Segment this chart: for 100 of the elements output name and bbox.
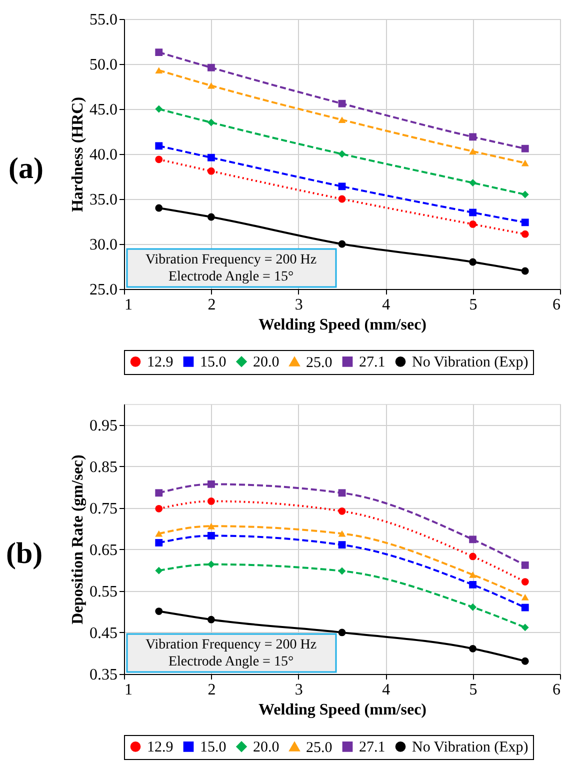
y-tick-label: 30.0 [90,236,118,254]
point [207,82,215,89]
legend-label: 27.1 [359,740,386,756]
point [469,552,477,560]
point [207,522,215,530]
point [207,118,215,126]
y-tick-label: 0.85 [90,458,118,476]
point [155,566,163,574]
point [338,150,346,158]
point [521,657,529,665]
legend-label: 12.9 [147,354,174,371]
text: (b) [6,537,43,570]
annotation: Electrode Angle = 15° [168,654,294,670]
y-tick-label: 0.55 [90,583,118,600]
point [521,578,529,586]
point [338,182,346,190]
x-tick-label: 5 [469,682,478,698]
y-axis-title: Deposition Rate (gm/sec) [70,454,86,624]
point [338,507,346,515]
legend-label: 20.0 [253,354,280,371]
point [155,504,163,512]
y-tick-label: 50.0 [90,56,118,74]
point [469,258,477,266]
point [207,480,215,488]
point [155,608,163,615]
point [155,530,163,537]
point [469,644,477,652]
x-tick-label: 5 [469,296,478,314]
legend-label: 27.1 [359,354,386,371]
point [338,567,346,575]
annotation: Vibration Frequency = 200 Hz [145,252,317,268]
point [521,561,529,569]
point [207,154,215,162]
point [155,156,163,164]
legend-label: 15.0 [200,740,226,756]
point [338,195,346,203]
y-axis-title: Hardness (HRC) [70,96,86,212]
point [338,100,346,108]
point [155,67,163,74]
x-axis-title: Welding Speed (mm/sec) [258,316,426,334]
point [155,105,163,113]
x-tick-label: 4 [382,682,390,698]
x-tick-label: 2 [208,682,216,698]
legend-label: 20.0 [253,740,280,756]
y-tick-label: 35.0 [90,192,118,208]
point [469,572,477,578]
point [207,167,215,175]
point [469,148,477,155]
point [207,560,215,568]
point [521,160,529,166]
point [469,208,477,216]
point [521,218,529,226]
legend-label: 25.0 [306,740,332,756]
y-tick-label: 55.0 [90,12,118,28]
y-tick-label: 0.75 [90,500,118,518]
point [521,230,529,238]
point [469,603,477,611]
annotation: Vibration Frequency = 200 Hz [145,638,317,652]
x-tick-label: 3 [294,296,303,314]
point [207,213,215,221]
point [207,498,215,505]
point [469,536,477,544]
x-axis-title: Welding Speed (mm/sec) [258,702,426,718]
point [207,64,215,72]
point [521,604,529,612]
x-tick-label: 6 [552,682,560,698]
point [338,628,346,636]
y-tick-label: 0.35 [90,666,118,684]
point [469,179,477,187]
x-tick-label: 6 [552,296,560,314]
point [338,240,346,248]
point [469,133,477,141]
x-tick-label: 4 [382,296,390,314]
y-tick-label: 45.0 [90,102,118,118]
point [338,530,346,537]
legend-label: 25.0 [306,354,332,371]
x-tick-label: 1 [124,682,132,698]
annotation: Electrode Angle = 15° [168,270,294,284]
point [521,594,529,600]
point [155,204,163,212]
point [521,624,529,632]
legend-label: 12.9 [147,740,174,756]
point [155,48,163,56]
legend-label: No Vibration (Exp) [412,354,528,371]
point [338,116,346,124]
x-tick-label: 1 [124,296,132,314]
point [521,267,529,275]
point [155,142,163,150]
y-tick-label: 40.0 [90,146,118,164]
point [155,489,163,497]
legend-label: 15.0 [200,354,226,371]
point [469,220,477,228]
x-tick-label: 2 [208,296,216,314]
x-tick-label: 3 [294,682,303,698]
y-tick-label: 0.65 [90,542,118,559]
point [207,532,215,540]
legend-label: No Vibration (Exp) [412,740,528,756]
point [469,580,477,588]
point [521,144,529,152]
point [521,190,529,198]
